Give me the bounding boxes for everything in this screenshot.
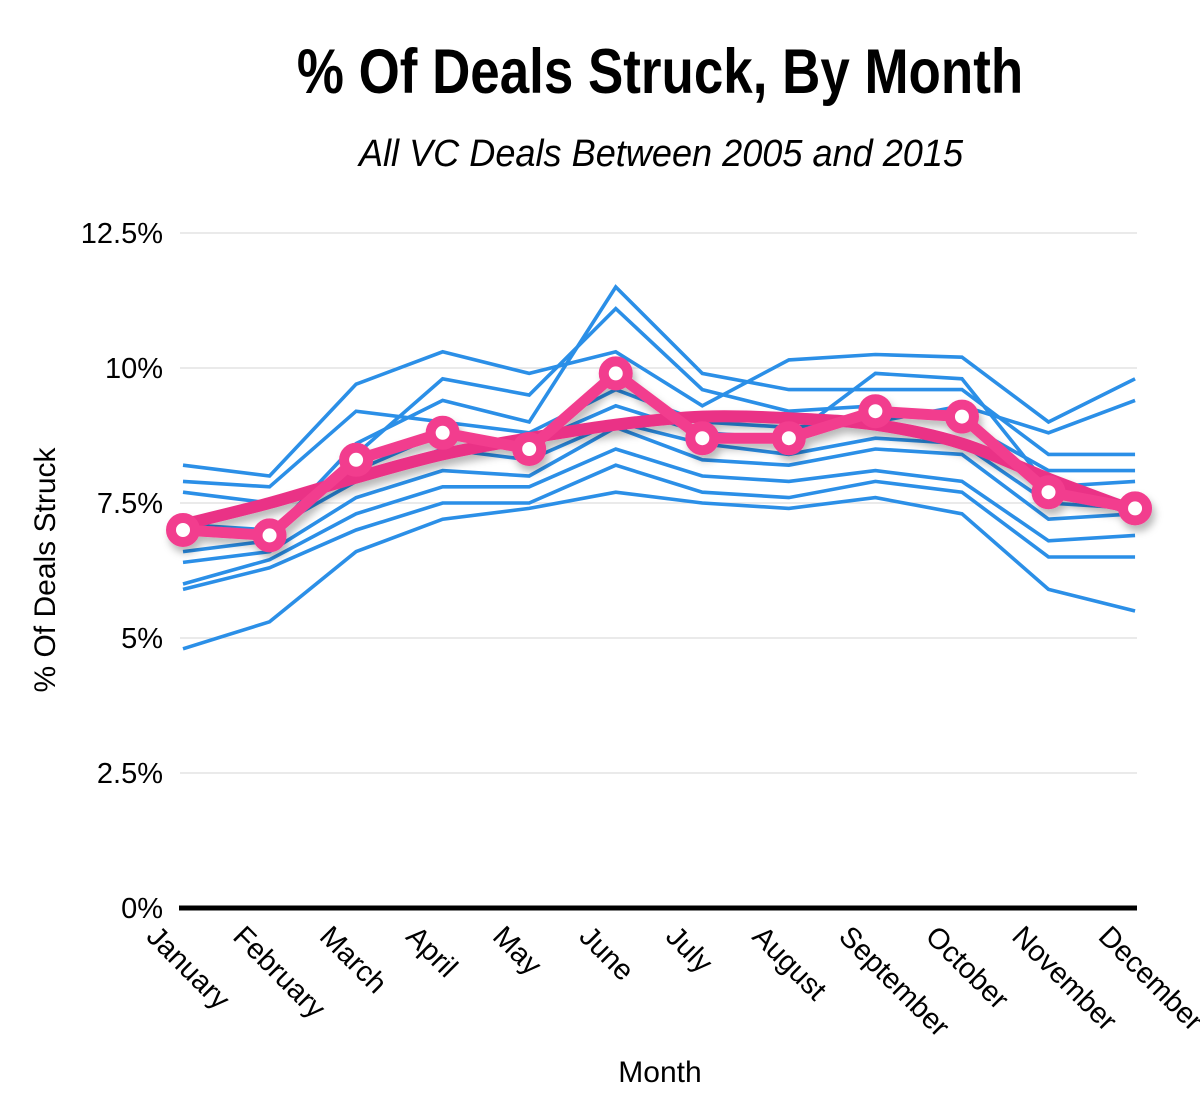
x-tick-label-july: July — [659, 920, 718, 979]
x-tick-label-august: August — [746, 920, 832, 1006]
y-tick-label-10pct: 10% — [105, 353, 163, 385]
monthly-average-line — [177, 367, 1141, 541]
smoothed-trend-curve — [177, 410, 1142, 531]
x-axis-title: Month — [618, 1056, 702, 1089]
average-point-december — [1118, 491, 1153, 526]
y-tick-label-0pct: 0% — [121, 893, 163, 925]
average-point-january — [166, 513, 200, 547]
year-line-8 — [182, 447, 1136, 586]
average-point-july — [685, 421, 720, 456]
y-tick-label-5pct: 5% — [121, 623, 163, 655]
average-group — [166, 356, 1153, 553]
average-point-june — [598, 356, 633, 391]
average-point-november — [1031, 475, 1066, 510]
y-tick-label-7-5pct: 7.5% — [97, 488, 163, 520]
average-point-february — [252, 518, 287, 553]
x-tick-label-february: February — [227, 920, 332, 1025]
x-tick-label-june: June — [573, 920, 640, 987]
chart-title: % Of Deals Struck, By Month — [296, 37, 1024, 107]
year-line-9 — [182, 463, 1136, 592]
year-lines-group — [182, 284, 1136, 651]
year-line-10 — [182, 490, 1136, 651]
average-point-october — [944, 399, 979, 434]
average-point-april — [425, 415, 460, 450]
x-tick-label-april: April — [400, 920, 464, 984]
average-point-september — [858, 394, 893, 429]
y-tick-label-12-5pct: 12.5% — [81, 218, 163, 250]
y-tick-label-2-5pct: 2.5% — [97, 758, 163, 790]
chart-subtitle: All VC Deals Between 2005 and 2015 — [358, 133, 964, 175]
year-line-7 — [182, 425, 1136, 565]
average-point-may — [512, 432, 547, 466]
year-line-3 — [182, 349, 1136, 478]
x-tick-label-january: January — [140, 920, 236, 1016]
x-tick-label-march: March — [313, 920, 393, 1000]
x-tick-label-may: May — [486, 920, 548, 982]
average-point-march — [339, 442, 374, 477]
average-point-august — [771, 421, 806, 456]
